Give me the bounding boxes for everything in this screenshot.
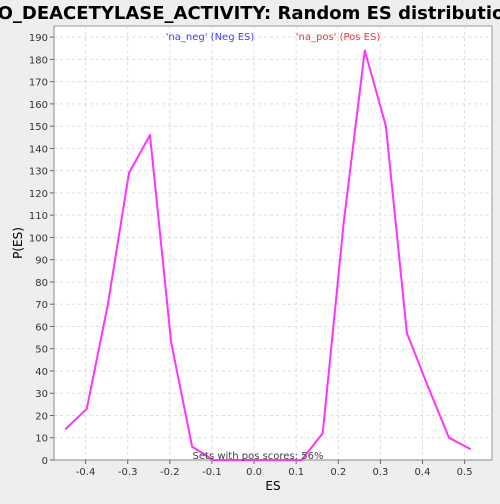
- chart-title: GO_DEACETYLASE_ACTIVITY: Random ES distr…: [0, 3, 500, 24]
- data-point: [212, 459, 215, 461]
- data-point: [363, 49, 366, 52]
- data-point: [85, 407, 88, 410]
- y-tick-label: 170: [29, 78, 48, 89]
- data-point: [106, 303, 109, 306]
- data-point: [321, 432, 324, 435]
- legend-entry-neg: 'na_neg' (Neg ES): [166, 32, 255, 43]
- axes: 0 10 20 30 40 50 60 70 80 90 100 110 120 130 140 150 160…: [29, 26, 492, 478]
- x-tick-label: 0.2: [330, 467, 346, 478]
- data-point: [384, 125, 387, 128]
- y-tick-label: 10: [35, 434, 48, 445]
- x-tick-label: -0.4: [76, 467, 96, 478]
- data-point: [254, 459, 257, 461]
- plot-area: [53, 25, 493, 461]
- y-tick-label: 140: [29, 144, 48, 155]
- y-tick-label: 20: [35, 411, 48, 422]
- data-point: [233, 459, 236, 461]
- y-tick-label: 30: [35, 389, 48, 400]
- annotation-text: Sets with pos scores: 56%: [193, 451, 324, 462]
- y-tick-label: 120: [29, 189, 48, 200]
- x-tick-label: 0.5: [457, 467, 473, 478]
- y-tick-label: 50: [35, 345, 48, 356]
- grid: [54, 26, 492, 461]
- y-tick-label: 70: [35, 300, 48, 311]
- data-point: [191, 445, 194, 448]
- data-point: [149, 134, 152, 137]
- data-point: [342, 220, 345, 223]
- y-tick-label: 110: [29, 211, 48, 222]
- x-tick-label: 0.1: [288, 467, 304, 478]
- data-point: [127, 171, 130, 174]
- data-point: [300, 459, 303, 461]
- legend-entry-pos: 'na_pos' (Pos ES): [296, 32, 381, 43]
- y-tick-label: 80: [35, 278, 48, 289]
- data-point: [448, 436, 451, 439]
- y-tick-label: 150: [29, 122, 48, 133]
- x-tick-label: 0.3: [372, 467, 388, 478]
- x-tick-label: -0.1: [202, 467, 222, 478]
- y-tick-label: 160: [29, 100, 48, 111]
- series-line-0: [65, 49, 471, 461]
- y-tick-label: 130: [29, 167, 48, 178]
- data-point: [170, 341, 173, 344]
- y-tick-label: 40: [35, 367, 48, 378]
- y-tick-label: 100: [29, 233, 48, 244]
- y-tick-label: 180: [29, 55, 48, 66]
- data-point: [275, 459, 278, 461]
- series-layer: [64, 49, 472, 461]
- y-axis-label: P(ES): [11, 227, 25, 259]
- y-tick-label: 60: [35, 322, 48, 333]
- y-tick-label: 190: [29, 33, 48, 44]
- x-tick-label: 0.4: [415, 467, 431, 478]
- y-tick-label: 0: [42, 456, 48, 467]
- y-tick-label: 90: [35, 256, 48, 267]
- data-point: [469, 447, 472, 450]
- data-point: [405, 332, 408, 335]
- data-point: [64, 427, 67, 430]
- x-tick-label: -0.3: [118, 467, 138, 478]
- x-axis-label: ES: [265, 479, 280, 493]
- x-tick-label: 0.0: [246, 467, 262, 478]
- data-point: [426, 385, 429, 388]
- x-tick-label: -0.2: [160, 467, 180, 478]
